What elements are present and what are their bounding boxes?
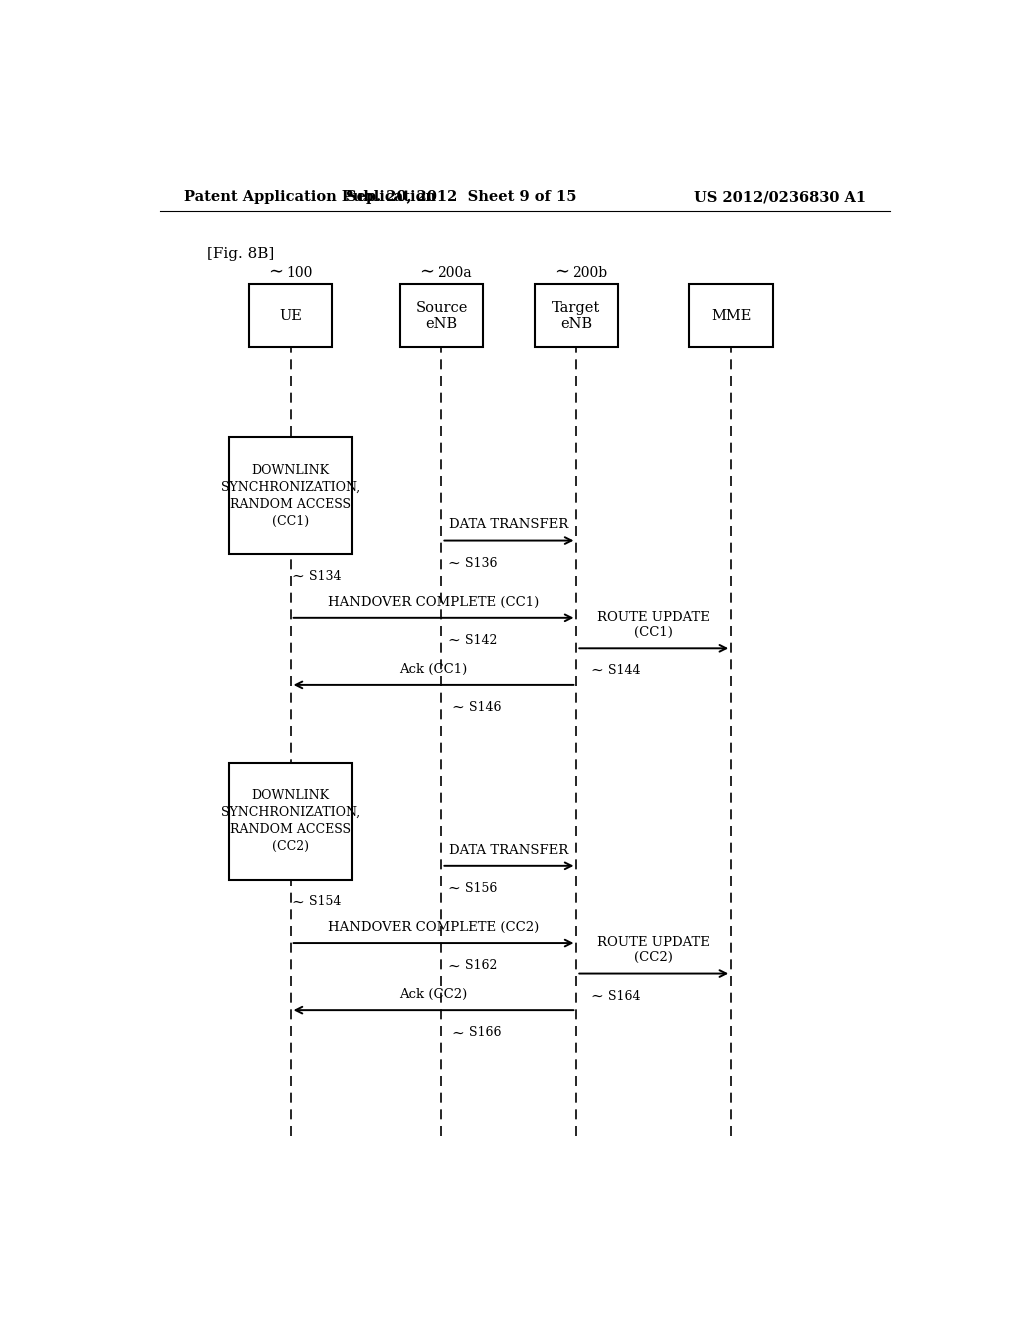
Text: 200a: 200a — [437, 267, 472, 280]
Text: S162: S162 — [465, 960, 498, 973]
Text: S134: S134 — [309, 570, 341, 583]
Text: S166: S166 — [469, 1027, 502, 1039]
Text: US 2012/0236830 A1: US 2012/0236830 A1 — [694, 190, 866, 205]
Text: HANDOVER COMPLETE (CC2): HANDOVER COMPLETE (CC2) — [328, 921, 540, 935]
Text: Ack (CC1): Ack (CC1) — [399, 663, 468, 676]
Text: ∼: ∼ — [419, 263, 434, 280]
Bar — [229, 763, 352, 879]
Text: DATA TRANSFER: DATA TRANSFER — [450, 843, 568, 857]
Text: MME: MME — [711, 309, 752, 323]
Text: UE: UE — [280, 309, 302, 323]
Text: S146: S146 — [469, 701, 502, 714]
Text: Target
eNB: Target eNB — [552, 301, 600, 331]
Text: ∼: ∼ — [452, 701, 465, 715]
Text: Ack (CC2): Ack (CC2) — [399, 987, 468, 1001]
Text: ∼: ∼ — [447, 634, 461, 648]
Text: 100: 100 — [287, 267, 313, 280]
Text: DOWNLINK
SYNCHRONIZATION,
RANDOM ACCESS
(CC1): DOWNLINK SYNCHRONIZATION, RANDOM ACCESS … — [221, 463, 360, 528]
Text: ROUTE UPDATE
(CC1): ROUTE UPDATE (CC1) — [597, 611, 711, 639]
Text: S142: S142 — [465, 634, 498, 647]
Bar — [249, 284, 333, 347]
Text: ∼: ∼ — [292, 895, 304, 909]
Text: DOWNLINK
SYNCHRONIZATION,
RANDOM ACCESS
(CC2): DOWNLINK SYNCHRONIZATION, RANDOM ACCESS … — [221, 789, 360, 853]
Text: ∼: ∼ — [292, 570, 304, 583]
Text: ∼: ∼ — [591, 990, 603, 1003]
Text: 200b: 200b — [572, 267, 607, 280]
Text: Patent Application Publication: Patent Application Publication — [183, 190, 435, 205]
Text: ∼: ∼ — [447, 557, 461, 570]
Text: ∼: ∼ — [447, 960, 461, 973]
Text: Source
eNB: Source eNB — [416, 301, 468, 331]
Text: DATA TRANSFER: DATA TRANSFER — [450, 519, 568, 532]
Bar — [535, 284, 618, 347]
Text: S136: S136 — [465, 557, 498, 570]
Bar — [689, 284, 773, 347]
Text: ∼: ∼ — [268, 263, 284, 280]
Text: Sep. 20, 2012  Sheet 9 of 15: Sep. 20, 2012 Sheet 9 of 15 — [346, 190, 577, 205]
Text: ∼: ∼ — [554, 263, 569, 280]
Bar — [229, 437, 352, 554]
Text: ROUTE UPDATE
(CC2): ROUTE UPDATE (CC2) — [597, 936, 711, 965]
Text: [Fig. 8B]: [Fig. 8B] — [207, 247, 274, 261]
Text: ∼: ∼ — [447, 882, 461, 896]
Text: ∼: ∼ — [591, 664, 603, 677]
Text: HANDOVER COMPLETE (CC1): HANDOVER COMPLETE (CC1) — [328, 595, 540, 609]
Text: S164: S164 — [608, 990, 641, 1003]
Text: ∼: ∼ — [452, 1027, 465, 1040]
Text: S154: S154 — [309, 895, 341, 908]
Bar — [399, 284, 483, 347]
Text: S144: S144 — [608, 664, 641, 677]
Text: S156: S156 — [465, 882, 498, 895]
